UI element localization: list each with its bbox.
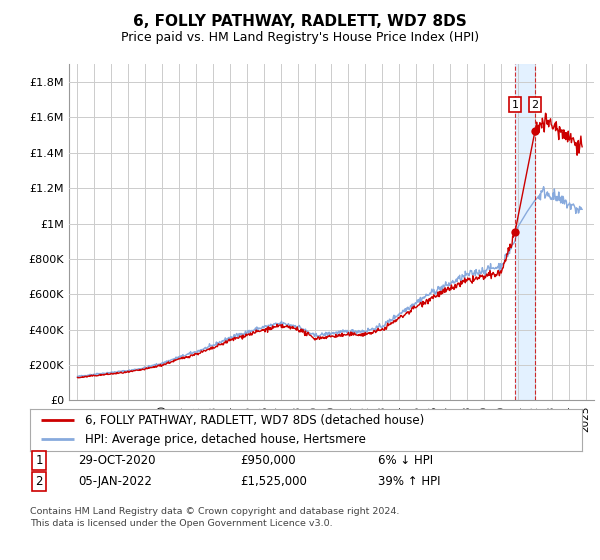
- Text: 6, FOLLY PATHWAY, RADLETT, WD7 8DS (detached house): 6, FOLLY PATHWAY, RADLETT, WD7 8DS (deta…: [85, 414, 424, 427]
- Text: £1,525,000: £1,525,000: [240, 475, 307, 488]
- Text: 29-OCT-2020: 29-OCT-2020: [78, 454, 155, 467]
- Text: 1: 1: [511, 100, 518, 110]
- Text: HPI: Average price, detached house, Hertsmere: HPI: Average price, detached house, Hert…: [85, 433, 366, 446]
- Text: 05-JAN-2022: 05-JAN-2022: [78, 475, 152, 488]
- Text: 1: 1: [35, 454, 43, 467]
- Text: 39% ↑ HPI: 39% ↑ HPI: [378, 475, 440, 488]
- Text: Price paid vs. HM Land Registry's House Price Index (HPI): Price paid vs. HM Land Registry's House …: [121, 31, 479, 44]
- Text: 6% ↓ HPI: 6% ↓ HPI: [378, 454, 433, 467]
- Bar: [515, 64, 535, 400]
- Text: Contains HM Land Registry data © Crown copyright and database right 2024.
This d: Contains HM Land Registry data © Crown c…: [30, 507, 400, 528]
- Text: 2: 2: [532, 100, 539, 110]
- Text: £950,000: £950,000: [240, 454, 296, 467]
- Text: 6, FOLLY PATHWAY, RADLETT, WD7 8DS: 6, FOLLY PATHWAY, RADLETT, WD7 8DS: [133, 14, 467, 29]
- Text: 2: 2: [35, 475, 43, 488]
